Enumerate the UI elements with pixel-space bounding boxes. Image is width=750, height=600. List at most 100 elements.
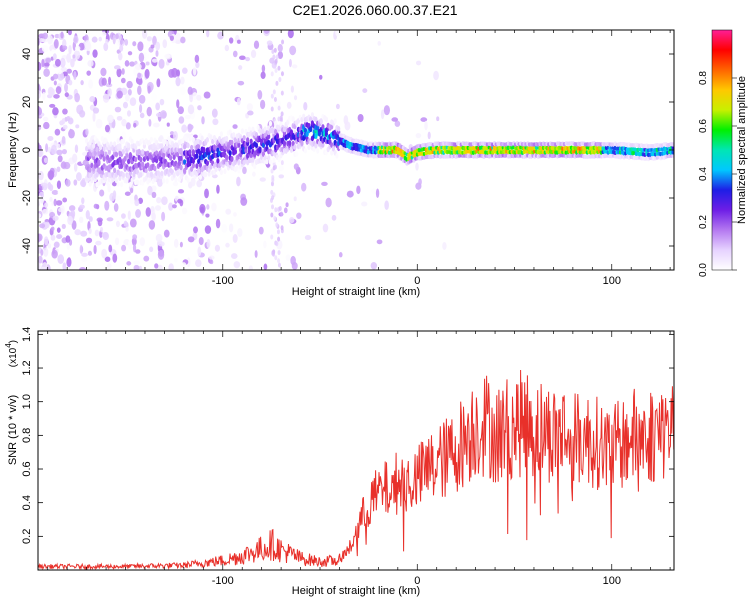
heatmap-speck (79, 204, 85, 210)
heatmap-speck (139, 112, 145, 119)
heatmap-speck (72, 54, 76, 59)
heatmap-speck (129, 218, 137, 228)
heatmap-cell (225, 135, 229, 142)
snr-panel: 0.2 0.4 0.6 0.8 1.0 1.2 1.4 -100 0 100 Height of… (4, 327, 675, 597)
heatmap-cell (186, 142, 190, 149)
heatmap-speck (278, 205, 282, 211)
heatmap-speck (230, 253, 238, 260)
heatmap-cell (219, 169, 224, 176)
heatmap-speck (38, 89, 41, 99)
heatmap-speck (221, 223, 228, 233)
heatmap-cell (314, 116, 318, 123)
heatmap-speck (280, 90, 284, 96)
heatmap-speck (127, 210, 131, 220)
heatmap-cell (316, 124, 320, 131)
heatmap-cell (174, 176, 178, 183)
heatmap-speck (279, 115, 283, 121)
heatmap-speck (49, 88, 55, 96)
snr-y-tick-label: 0.6 (21, 461, 33, 476)
heatmap-cell (118, 143, 122, 149)
heatmap-cell (242, 135, 246, 141)
heatmap-cell (330, 149, 334, 156)
heatmap-speck (58, 207, 64, 213)
heatmap-speck (122, 101, 128, 109)
heatmap-speck (146, 36, 152, 42)
heatmap-speck (184, 114, 192, 120)
heatmap-speck (216, 184, 220, 194)
heatmap-cell (291, 116, 295, 122)
heatmap-speck (47, 34, 53, 45)
heatmap-speck (380, 109, 385, 120)
heatmap-speck (73, 50, 81, 60)
heatmap-speck (335, 103, 340, 110)
heatmap-speck (138, 94, 146, 104)
heatmap-speck (260, 99, 266, 110)
heatmap-cell (149, 136, 153, 143)
heatmap-speck (427, 131, 431, 140)
heatmap-cell (176, 170, 180, 177)
heatmap-speck (225, 208, 232, 215)
heatmap-speck (38, 149, 44, 157)
heatmap-speck (74, 92, 80, 103)
heatmap-cell (314, 142, 318, 149)
heatmap-speck (135, 249, 141, 254)
heatmap-speck (38, 213, 42, 218)
heatmap-speck (98, 36, 103, 42)
heatmap-speck (64, 92, 69, 98)
heatmap-speck (285, 202, 289, 208)
heatmap-cell (165, 140, 169, 147)
heatmap-cell (107, 149, 111, 155)
snr-y-tick-label: 0.2 (21, 529, 33, 544)
heatmap-speck (44, 221, 50, 229)
heatmap-speck (175, 77, 181, 87)
heatmap-speck (247, 110, 254, 116)
heatmap-speck (155, 41, 161, 51)
heatmap-speck (263, 240, 267, 249)
heatmap-speck (283, 207, 288, 214)
heatmap-speck (147, 185, 153, 196)
heatmap-speck (260, 71, 266, 80)
heatmap-speck (166, 122, 170, 127)
heatmap-speck (104, 256, 111, 262)
heatmap-speck (194, 54, 200, 63)
heatmap-speck (115, 33, 119, 40)
heatmap-speck (126, 261, 132, 266)
heatmap-speck (137, 41, 144, 52)
heatmap-cell (274, 128, 278, 135)
heatmap-speck (339, 43, 346, 50)
heatmap-speck (124, 60, 130, 67)
heatmap-cell (303, 147, 308, 154)
heatmap-y-axis-label: Frequency (Hz) (7, 112, 19, 188)
heatmap-speck (133, 264, 140, 270)
heatmap-cell (191, 162, 196, 169)
heatmap-speck (120, 77, 126, 84)
heatmap-speck (145, 207, 151, 217)
heatmap-speck (159, 98, 165, 106)
heatmap-cell (104, 176, 108, 182)
heatmap-speck (47, 135, 54, 141)
heatmap-speck (436, 116, 440, 122)
heatmap-cell (113, 141, 117, 147)
heatmap-speck (137, 85, 142, 96)
heatmap-speck (197, 200, 203, 206)
heatmap-cell (88, 167, 92, 173)
heatmap-cell (209, 164, 213, 170)
heatmap-speck (275, 54, 279, 60)
heatmap-speck (43, 236, 49, 246)
heatmap-speck (187, 236, 195, 243)
heatmap-speck (286, 101, 292, 109)
heatmap-speck (168, 202, 174, 211)
heatmap-speck (217, 31, 224, 40)
heatmap-speck (233, 212, 237, 217)
heatmap-speck (67, 215, 74, 226)
heatmap-speck (126, 110, 132, 117)
heatmap-speck (132, 243, 137, 253)
heatmap-speck (56, 143, 61, 149)
heatmap-speck (104, 124, 110, 133)
heatmap-x-tick-label: 100 (603, 275, 621, 287)
heatmap-speck (169, 35, 174, 41)
heatmap-cell (251, 126, 255, 133)
heatmap-cell (219, 131, 224, 137)
heatmap-speck (55, 200, 63, 206)
heatmap-speck (442, 241, 447, 250)
